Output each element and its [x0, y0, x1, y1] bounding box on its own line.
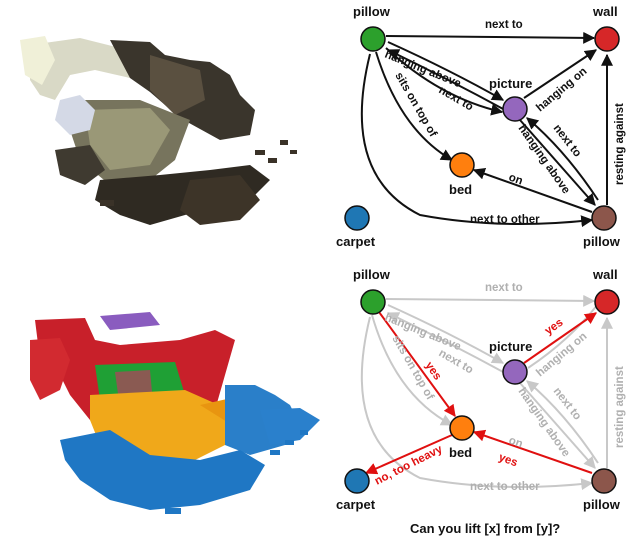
node-carpet — [344, 205, 370, 231]
label-on: on — [507, 172, 524, 188]
node-pillow-left — [360, 26, 386, 52]
faded-label-resting-against: resting against — [614, 366, 626, 448]
query-edge-pillow-bed — [378, 311, 456, 417]
query-node-label-carpet: carpet — [336, 497, 376, 512]
query-node-wall — [594, 289, 620, 315]
query-node-label-pillow-left: pillow — [353, 267, 391, 282]
label-resting-against: resting against — [614, 103, 626, 185]
label-next-to-right: next to — [551, 122, 584, 159]
query-label-yes-pillow-bed-2: yes — [497, 452, 519, 470]
node-label-carpet: carpet — [336, 234, 376, 249]
edge-picture-pillow — [386, 49, 506, 111]
figure-caption: Can you lift [x] from [y]? — [410, 521, 560, 536]
query-node-pillow-right — [591, 468, 617, 494]
node-label-picture: picture — [489, 76, 532, 91]
query-edge-picture-wall — [523, 312, 597, 364]
edge-pillow-picture-2 — [385, 47, 504, 116]
query-node-bed — [449, 415, 475, 441]
query-node-label-picture: picture — [489, 339, 532, 354]
label-next-to-top: next to — [485, 19, 523, 31]
point-cloud-rgb — [20, 36, 297, 225]
edge-next-to-other — [360, 53, 594, 228]
faded-label-on: on — [507, 435, 524, 451]
faded-label-next-to-right: next to — [551, 385, 584, 422]
edge-hanging-on — [523, 49, 597, 99]
query-node-label-wall: wall — [592, 267, 618, 282]
query-node-carpet — [344, 468, 370, 494]
edge-next-to-right — [526, 117, 599, 201]
label-hanging-above-left: hanging above — [383, 49, 463, 91]
label-next-to-other: next to other — [470, 214, 540, 226]
scene-graph-top: next to hanging above next to sits on to… — [336, 4, 626, 249]
point-cloud-segmented — [30, 312, 320, 514]
edge-on — [472, 167, 593, 213]
query-node-label-pillow-right: pillow — [583, 497, 621, 512]
faded-label-next-to-other: next to other — [470, 481, 540, 493]
node-pillow-right — [591, 205, 617, 231]
scene-graph-query: next to hanging above next to sits on to… — [336, 267, 626, 512]
node-bed — [449, 152, 475, 178]
query-edge-pillow-bed-2 — [472, 429, 593, 474]
node-label-wall: wall — [592, 4, 618, 19]
query-node-label-bed: bed — [449, 445, 472, 460]
node-label-pillow-left: pillow — [353, 4, 391, 19]
edge-next-to-top — [385, 31, 596, 44]
node-label-pillow-right: pillow — [583, 234, 621, 249]
query-node-pillow-left — [360, 289, 386, 315]
query-node-picture — [502, 359, 528, 385]
edge-sits-on-top-of — [375, 51, 454, 161]
node-picture — [502, 96, 528, 122]
edge-pillow-picture-1 — [387, 41, 505, 101]
node-label-bed: bed — [449, 182, 472, 197]
query-label-yes-picture-wall: yes — [543, 317, 566, 338]
node-wall — [594, 26, 620, 52]
query-edge-bed-carpet — [364, 434, 453, 475]
faded-label-next-to-top: next to — [485, 282, 523, 294]
edge-hanging-above-right — [519, 119, 596, 206]
